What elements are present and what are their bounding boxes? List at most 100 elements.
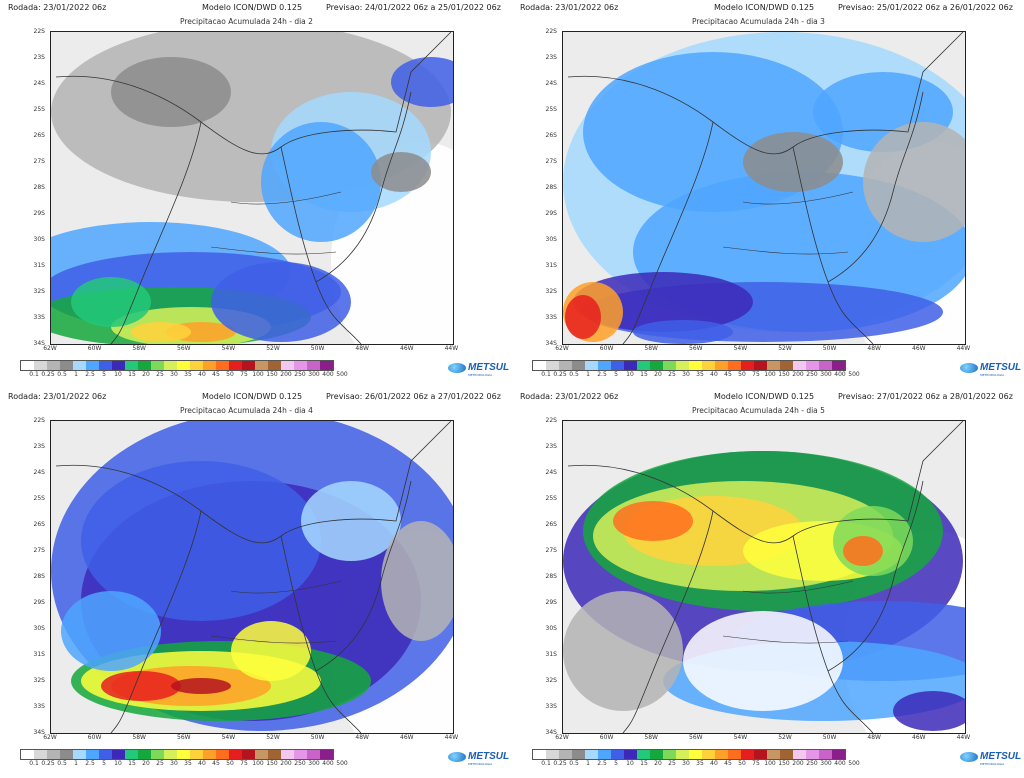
longitude-label: 54W: [733, 734, 748, 741]
latitude-label: 29S: [33, 210, 45, 217]
precip-area: [743, 132, 843, 192]
colorbar-swatch: [533, 361, 546, 370]
model-label: Modelo ICON/DWD 0.125: [714, 392, 815, 401]
logo-tagline: METEOROLOGIA: [468, 373, 493, 377]
run-date-label: Rodada: 23/01/2022 06z: [8, 392, 107, 401]
colorbar-swatch: [533, 750, 546, 759]
longitude-label: 50W: [822, 345, 837, 352]
latitude-label: 23S: [545, 54, 557, 61]
longitude-label: 48W: [355, 345, 369, 352]
border-line: [827, 480, 924, 672]
latitude-label: 22S: [33, 28, 45, 35]
colorbar-label: 0.25: [553, 760, 567, 767]
colorbar-label: 30: [682, 760, 690, 767]
colorbar-swatch: [793, 361, 806, 370]
colorbar-swatch: [611, 750, 624, 759]
latitude-label: 26S: [33, 132, 45, 139]
border-line: [827, 91, 924, 283]
longitude-label: 62W: [43, 734, 57, 741]
run-date-label: Rodada: 23/01/2022 06z: [520, 392, 619, 401]
colorbar-label: 500: [336, 371, 348, 378]
border-line: [722, 246, 849, 255]
precipitation-map: [562, 420, 966, 734]
globe-icon: [448, 362, 466, 373]
precipitation-colorbar: [20, 749, 334, 760]
colorbar-swatch: [255, 750, 268, 759]
colorbar-label: 35: [184, 760, 192, 767]
logo-text: METSUL: [980, 751, 1022, 762]
colorbar-swatch: [806, 361, 819, 370]
map-canvas: [51, 32, 453, 344]
colorbar-label: 25: [156, 760, 164, 767]
precip-area: [61, 591, 161, 671]
latitude-label: 32S: [33, 288, 45, 295]
colorbar-label: 250: [806, 760, 818, 767]
latitude-label: 31S: [33, 262, 45, 269]
colorbar-label: 20: [142, 760, 150, 767]
colorbar-swatch: [754, 750, 767, 759]
colorbar-label: 5: [102, 371, 106, 378]
colorbar-label: 30: [170, 371, 178, 378]
colorbar-swatch: [689, 361, 702, 370]
colorbar-swatch: [34, 361, 47, 370]
longitude-label: 52W: [778, 734, 792, 741]
latitude-label: 28S: [33, 184, 45, 191]
colorbar-swatch: [819, 750, 832, 759]
precip-area: [261, 122, 381, 242]
colorbar-label: 400: [834, 371, 846, 378]
colorbar-label: 40: [710, 371, 718, 378]
latitude-label: 33S: [33, 703, 45, 710]
colorbar-swatch: [60, 361, 73, 370]
colorbar-label: 150: [778, 371, 790, 378]
longitude-label: 44W: [956, 345, 971, 352]
latitude-label: 22S: [33, 417, 45, 424]
longitude-label: 52W: [778, 345, 792, 352]
precip-area: [893, 691, 965, 731]
colorbar-swatch: [21, 361, 34, 370]
colorbar-label: 150: [266, 371, 278, 378]
colorbar-swatch: [546, 361, 559, 370]
longitude-label: 56W: [689, 345, 703, 352]
colorbar-swatch: [572, 361, 585, 370]
colorbar-swatch: [819, 361, 832, 370]
colorbar-label: 50: [738, 760, 746, 767]
colorbar-label: 25: [156, 371, 164, 378]
longitude-label: 60W: [599, 345, 614, 352]
colorbar-label: 35: [696, 760, 704, 767]
precipitation-map: [50, 31, 454, 345]
colorbar-swatch: [112, 361, 125, 370]
longitude-label: 62W: [43, 345, 57, 352]
colorbar-label: 40: [710, 760, 718, 767]
map-canvas: [51, 421, 453, 733]
latitude-label: 29S: [545, 210, 557, 217]
precip-area: [101, 671, 181, 701]
forecast-period-label: Previsao: 25/01/2022 06z a 26/01/2022 06…: [838, 3, 1013, 12]
longitude-label: 58W: [132, 345, 146, 352]
colorbar-swatch: [611, 361, 624, 370]
colorbar-swatch: [676, 750, 689, 759]
globe-icon: [960, 362, 978, 373]
colorbar-label: 400: [834, 760, 846, 767]
globe-icon: [448, 751, 466, 762]
colorbar-label: 50: [738, 371, 746, 378]
precip-area: [171, 678, 231, 694]
colorbar-label: 1: [586, 371, 590, 378]
colorbar-label: 2.5: [597, 760, 607, 767]
colorbar-label: 500: [848, 371, 860, 378]
metsul-logo: METSUL METEOROLOGIA: [960, 362, 1021, 377]
precip-area: [683, 611, 843, 711]
colorbar-label: 5: [614, 371, 618, 378]
colorbar-swatch: [112, 750, 125, 759]
colorbar-swatch: [203, 750, 216, 759]
colorbar-label: 300: [820, 371, 832, 378]
chart-title: Precipitacao Acumulada 24h - dia 2: [180, 17, 313, 26]
colorbar-swatch: [307, 361, 320, 370]
colorbar-label: 30: [170, 760, 178, 767]
colorbar-swatch: [806, 750, 819, 759]
colorbar-label: 45: [724, 760, 732, 767]
colorbar-label: 0.1: [29, 760, 39, 767]
precipitation-colorbar: [20, 360, 334, 371]
longitude-label: 54W: [221, 734, 236, 741]
colorbar-swatch: [585, 750, 598, 759]
colorbar-swatch: [702, 361, 715, 370]
